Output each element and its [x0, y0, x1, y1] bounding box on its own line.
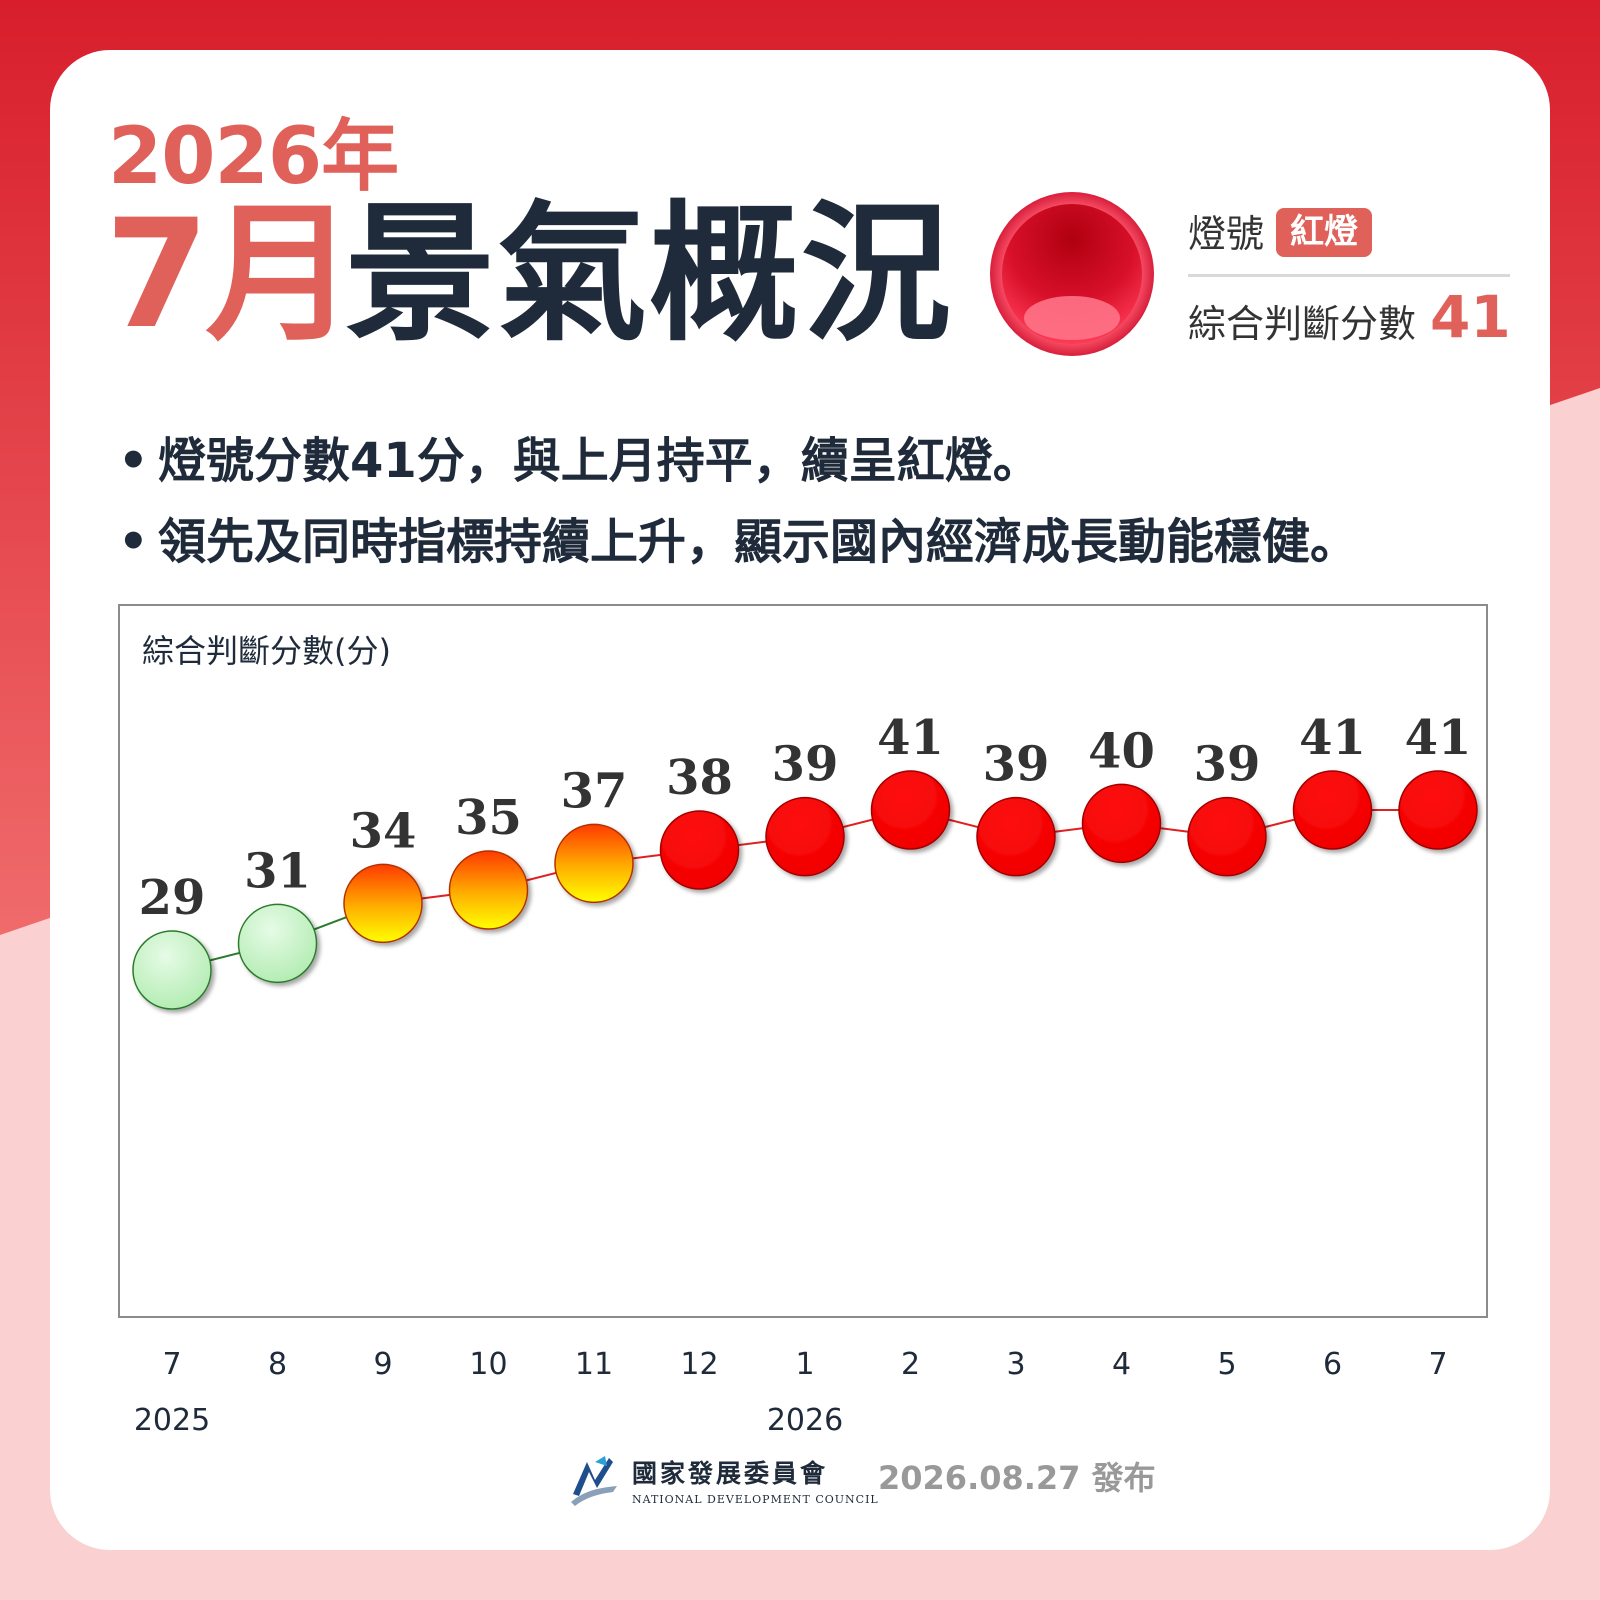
x-tick-label: 12: [680, 1347, 718, 1382]
score-value: 41: [1430, 283, 1511, 351]
data-point-red: [870, 770, 951, 850]
x-tick-label: 11: [575, 1347, 613, 1382]
data-label: 31: [244, 843, 311, 899]
data-point-red: [976, 796, 1056, 877]
x-tick-label: 3: [1006, 1347, 1025, 1382]
bullet-icon: •: [118, 514, 149, 570]
data-point-green: [132, 930, 212, 1010]
x-year-label: 2025: [134, 1403, 210, 1438]
data-label: 38: [666, 750, 733, 806]
data-label: 39: [1194, 737, 1261, 793]
bullet-item: • 燈號分數41分，與上月持平，續呈紅燈。: [118, 437, 1041, 485]
data-point-red: [1398, 770, 1478, 850]
y-axis-label: 綜合判斷分數(分): [142, 632, 391, 670]
red-lamp-icon: [990, 192, 1154, 356]
data-label: 41: [1299, 710, 1366, 766]
data-label: 39: [983, 737, 1050, 793]
data-label: 40: [1088, 723, 1155, 779]
data-label: 37: [561, 763, 628, 819]
chart-frame: [118, 604, 1488, 1318]
data-point-yellow-red: [448, 850, 529, 930]
data-label: 39: [772, 737, 839, 793]
x-tick-label: 10: [469, 1347, 507, 1382]
ndc-logo-icon: [571, 1456, 617, 1506]
x-tick-label: 6: [1323, 1347, 1342, 1382]
bullet-item: • 領先及同時指標持續上升，顯示國內經濟成長動能穩健。: [118, 518, 1358, 566]
x-tick-label: 5: [1217, 1347, 1236, 1382]
x-tick-label: 9: [373, 1347, 392, 1382]
data-label: 34: [350, 803, 417, 859]
publish-date: 2026.08.27 發布: [878, 1459, 1156, 1497]
x-tick-label: 4: [1112, 1347, 1131, 1382]
x-tick-label: 7: [1428, 1347, 1447, 1382]
lamp-label: 燈號: [1188, 212, 1265, 256]
org-name-en: NATIONAL DEVELOPMENT COUNCIL: [632, 1493, 879, 1506]
data-point-red: [659, 810, 740, 890]
score-label: 綜合判斷分數: [1188, 302, 1417, 346]
data-point-green: [237, 903, 318, 984]
data-point-red: [765, 796, 845, 877]
data-point-red: [1292, 770, 1373, 850]
data-point-red: [1081, 783, 1162, 864]
divider: [1188, 274, 1510, 277]
main-title: 景氣概況: [345, 188, 954, 362]
data-label: 29: [139, 870, 206, 926]
month-title: 7月: [105, 188, 355, 362]
x-tick-label: 2: [901, 1347, 920, 1382]
bullet-text: 燈號分數41分，與上月持平，續呈紅燈。: [158, 433, 1041, 489]
x-tick-label: 7: [162, 1347, 181, 1382]
data-point-yellow-red: [343, 863, 423, 944]
year-title: 2026年: [108, 112, 399, 202]
data-point-yellow-red: [554, 823, 634, 904]
bullet-text: 領先及同時指標持續上升，顯示國內經濟成長動能穩健。: [158, 514, 1359, 570]
x-tick-label: 8: [268, 1347, 287, 1382]
data-label: 41: [877, 710, 944, 766]
data-label: 35: [455, 790, 522, 846]
data-label: 41: [1405, 710, 1472, 766]
data-point-red: [1187, 796, 1267, 877]
org-name: 國家發展委員會: [632, 1459, 829, 1488]
bullet-icon: •: [118, 433, 149, 489]
lamp-status-badge: 紅燈: [1276, 208, 1372, 258]
x-year-label: 2026: [767, 1403, 843, 1438]
x-tick-label: 1: [795, 1347, 814, 1382]
